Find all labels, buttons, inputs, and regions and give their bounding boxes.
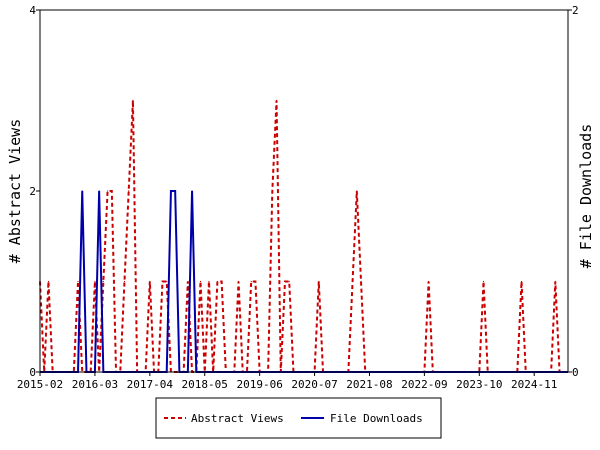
data-point-0 bbox=[482, 280, 485, 283]
data-point-0 bbox=[428, 280, 430, 283]
data-point-0 bbox=[161, 280, 164, 283]
data-point-0 bbox=[102, 280, 104, 283]
data-point-0 bbox=[77, 280, 79, 283]
y-left-tick-label: 0 bbox=[29, 366, 36, 379]
data-point-1 bbox=[98, 190, 100, 192]
x-tick-label: 2024-11 bbox=[511, 378, 557, 391]
legend-box bbox=[155, 397, 442, 439]
plot-frame bbox=[39, 9, 569, 373]
data-point-0 bbox=[360, 280, 362, 283]
data-point-0 bbox=[111, 190, 113, 192]
data-point-0 bbox=[237, 280, 240, 283]
series-line-file-downloads bbox=[40, 190, 568, 373]
x-tick-label: 2016-03 bbox=[72, 378, 118, 391]
legend-label-abstract-views: Abstract Views bbox=[191, 412, 284, 425]
data-point-0 bbox=[288, 280, 290, 283]
data-point-0 bbox=[132, 99, 134, 102]
series-layer bbox=[39, 99, 569, 373]
data-point-0 bbox=[275, 99, 278, 102]
data-point-0 bbox=[128, 190, 130, 192]
data-point-0 bbox=[199, 280, 202, 283]
data-point-0 bbox=[318, 280, 320, 283]
x-tick-label: 2020-07 bbox=[291, 378, 337, 391]
left-axis-title: # Abstract Views bbox=[6, 119, 24, 264]
x-tick-label: 2015-02 bbox=[17, 378, 63, 391]
x-tick-label: 2019-06 bbox=[236, 378, 282, 391]
data-point-1 bbox=[81, 190, 83, 192]
data-point-0 bbox=[47, 280, 50, 283]
data-point-0 bbox=[250, 280, 252, 283]
data-point-0 bbox=[520, 280, 523, 283]
axis-layer: 0 2 4 0 2 2015-02 2016-03 2017-04 2018-05 2019-06… bbox=[17, 4, 579, 391]
data-point-0 bbox=[271, 190, 273, 192]
series-line-abstract-views bbox=[39, 100, 568, 373]
data-point-0 bbox=[351, 280, 354, 283]
data-point-0 bbox=[94, 280, 96, 283]
data-point-0 bbox=[254, 280, 257, 283]
right-axis-title: # File Downloads bbox=[577, 124, 595, 269]
data-point-1 bbox=[174, 190, 176, 192]
data-point-1 bbox=[191, 190, 193, 192]
legend: Abstract Views File Downloads bbox=[155, 397, 442, 439]
x-tick-label: 2022-09 bbox=[401, 378, 447, 391]
x-tick-label: 2018-05 bbox=[182, 378, 228, 391]
y-right-tick-label: 2 bbox=[572, 4, 579, 17]
data-point-0 bbox=[166, 280, 168, 283]
data-point-0 bbox=[123, 280, 126, 283]
data-point-0 bbox=[216, 280, 219, 283]
data-point-0 bbox=[554, 280, 556, 283]
x-tick-label: 2023-10 bbox=[456, 378, 502, 391]
data-point-0 bbox=[106, 190, 109, 192]
y-left-tick-label: 4 bbox=[29, 4, 36, 17]
data-point-0 bbox=[187, 280, 189, 283]
y-left-tick-label: 2 bbox=[29, 185, 36, 198]
data-point-0 bbox=[208, 280, 210, 283]
x-tick-label: 2021-08 bbox=[346, 378, 392, 391]
legend-label-file-downloads: File Downloads bbox=[330, 412, 423, 425]
data-point-0 bbox=[356, 190, 358, 192]
x-tick-label: 2017-04 bbox=[127, 378, 174, 391]
data-point-0 bbox=[284, 280, 286, 283]
data-point-0 bbox=[221, 280, 223, 283]
data-point-0 bbox=[149, 280, 151, 283]
y-right-tick-label: 0 bbox=[572, 366, 579, 379]
data-point-1 bbox=[170, 190, 172, 192]
